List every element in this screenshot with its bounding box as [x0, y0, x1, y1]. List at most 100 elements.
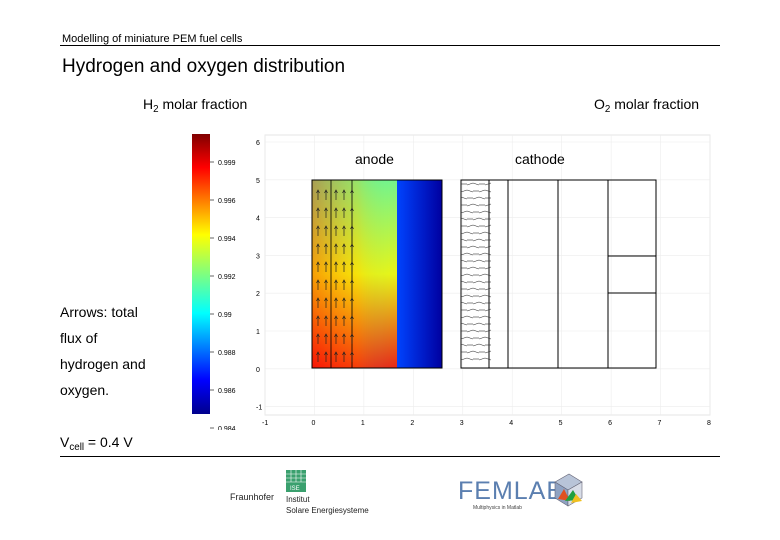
flux-arrow: [460, 210, 468, 214]
flux-arrow: [484, 329, 492, 333]
fraunhofer-text: Fraunhofer: [230, 492, 274, 502]
ise-badge-text: ISE: [290, 486, 300, 492]
flux-arrow: [466, 252, 474, 256]
y-tick-label: 2: [256, 291, 260, 298]
flux-arrowhead: [342, 297, 346, 302]
colorbar-tick-label: 0.996: [218, 198, 236, 205]
flux-arrow: [472, 224, 480, 228]
flux-arrowhead: [334, 333, 338, 338]
flux-arrowhead: [334, 351, 338, 356]
anode-field: [311, 179, 443, 369]
x-tick-label: 1: [361, 420, 365, 427]
cathode-flux-arrows: [460, 182, 492, 361]
flux-arrow: [484, 294, 492, 298]
flux-arrowhead: [316, 315, 320, 320]
flux-arrow: [466, 224, 474, 228]
flux-arrowhead: [350, 333, 354, 338]
flux-arrowhead: [324, 243, 328, 248]
flux-arrow: [484, 308, 492, 312]
flux-arrowhead: [316, 261, 320, 266]
flux-arrow: [472, 329, 480, 333]
o2-subscript: 2: [604, 104, 611, 115]
flux-arrow: [484, 266, 492, 270]
y-tick-label: 1: [256, 329, 260, 336]
flux-arrowhead: [324, 297, 328, 302]
flux-arrow: [484, 224, 492, 228]
x-tick-label: 4: [509, 420, 513, 427]
flux-arrow: [460, 294, 468, 298]
flux-arrow: [460, 189, 468, 193]
y-tick-label: 6: [256, 140, 260, 147]
x-tick-label: 5: [559, 420, 563, 427]
flux-arrowhead: [342, 207, 346, 212]
flux-arrowhead: [342, 351, 346, 356]
x-axis-ticks: -1 0 1 2 3 4 5 6 7 8: [262, 420, 711, 427]
flux-arrow: [466, 336, 474, 340]
x-tick-label: 7: [658, 420, 662, 427]
vcell-v: V: [60, 434, 70, 450]
flux-arrowhead: [334, 189, 338, 194]
flux-arrow: [478, 196, 486, 200]
anode-label: anode: [355, 151, 394, 167]
x-tick-label: 0: [311, 420, 315, 427]
flux-arrowhead: [324, 333, 328, 338]
flux-arrowhead: [316, 243, 320, 248]
flux-arrow: [472, 245, 480, 249]
flux-arrow: [466, 182, 474, 186]
o2-species: O: [594, 96, 605, 112]
flux-arrow: [478, 231, 486, 235]
flux-arrow: [478, 357, 486, 361]
y-axis-ticks: 6 5 4 3 2 1 0 -1: [256, 140, 262, 412]
flux-arrow: [466, 350, 474, 354]
flux-arrowhead: [342, 315, 346, 320]
h2-species: H: [143, 96, 154, 112]
flux-arrowhead: [350, 261, 354, 266]
o2-label-text: molar fraction: [610, 96, 700, 112]
flux-arrowhead: [350, 243, 354, 248]
flux-arrow: [460, 357, 468, 361]
flux-arrow: [460, 238, 468, 242]
cathode-domain: [460, 179, 657, 369]
colorbar-tick-label: 0.994: [218, 236, 236, 243]
flux-arrow: [484, 357, 492, 361]
flux-arrowhead: [342, 225, 346, 230]
x-tick-label: 3: [460, 420, 464, 427]
flux-arrow: [478, 252, 486, 256]
flux-arrow: [466, 231, 474, 235]
flux-arrowhead: [342, 189, 346, 194]
flux-arrow: [466, 315, 474, 319]
y-tick-label: 5: [256, 178, 260, 185]
flux-arrowhead: [334, 315, 338, 320]
flux-arrow: [466, 266, 474, 270]
flux-arrow: [478, 259, 486, 263]
y-tick-label: 4: [256, 216, 260, 223]
flux-arrow: [478, 322, 486, 326]
simulation-figure: 0.9990.9960.9940.9920.990.9880.9860.984 …: [192, 134, 711, 430]
flux-arrow: [484, 231, 492, 235]
cathode-label: cathode: [515, 151, 565, 167]
x-tick-label: 6: [608, 420, 612, 427]
flux-arrow: [472, 308, 480, 312]
flux-arrowhead: [334, 261, 338, 266]
flux-arrow: [478, 238, 486, 242]
flux-arrow: [460, 343, 468, 347]
flux-arrow: [472, 266, 480, 270]
flux-arrow: [460, 301, 468, 305]
flux-arrow: [466, 287, 474, 291]
femlab-text: FEMLAB: [458, 477, 564, 505]
flux-arrow: [484, 252, 492, 256]
colorbar-tick-label: 0.988: [218, 350, 236, 357]
flux-arrowhead: [324, 315, 328, 320]
flux-arrowhead: [334, 207, 338, 212]
flux-arrow: [472, 280, 480, 284]
flux-arrowhead: [334, 225, 338, 230]
flux-arrowhead: [350, 189, 354, 194]
y-tick-label: 0: [256, 367, 260, 374]
colorbar-tick-label: 0.992: [218, 274, 236, 281]
flux-arrow: [478, 336, 486, 340]
flux-arrowhead: [316, 207, 320, 212]
flux-arrow: [460, 336, 468, 340]
flux-arrowhead: [324, 189, 328, 194]
colorbar-tick-label: 0.999: [218, 160, 236, 167]
femlab-tagline: Multiphysics in Matlab: [473, 505, 522, 511]
